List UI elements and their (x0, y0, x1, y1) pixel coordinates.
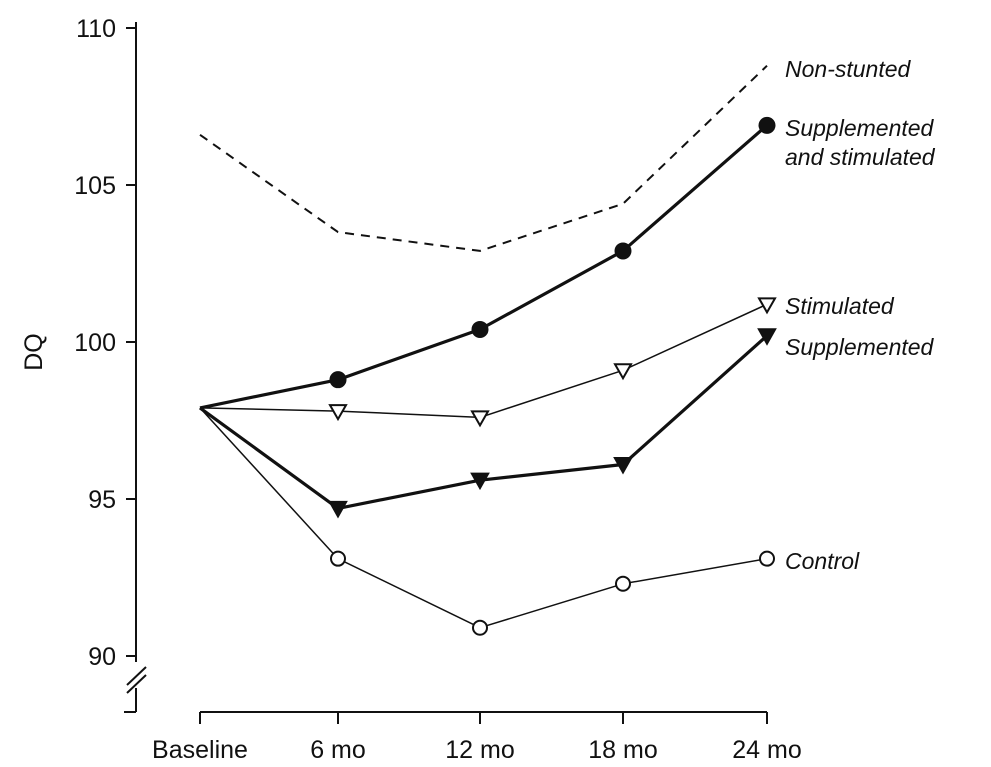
series-label-line: Supplemented (785, 334, 935, 360)
series-label: Supplemented and stimulated (785, 115, 936, 170)
data-point-open-triangle (613, 363, 633, 381)
series-line (199, 407, 768, 629)
y-tick-label: 95 (88, 486, 116, 514)
series-line (199, 64, 768, 252)
series-label: Supplemented (785, 334, 935, 360)
data-point-open-circle (615, 575, 631, 592)
y-tick-label: 110 (76, 15, 116, 43)
y-axis-break-mark (126, 674, 147, 694)
x-tick-label: 24 mo (732, 736, 801, 764)
series-label-line: Non-stunted (785, 56, 912, 82)
series-label-line: Stimulated (785, 293, 895, 319)
series-label: Non-stunted (785, 56, 912, 82)
series-control: Control (199, 407, 860, 636)
data-point-filled-circle (471, 320, 489, 338)
data-point-filled-triangle (470, 472, 490, 491)
series-stimulated: Stimulated (199, 293, 895, 428)
series-line (199, 303, 768, 419)
series-line (199, 124, 769, 410)
series-non-stunted: Non-stunted (199, 56, 912, 252)
x-axis: Baseline 6 mo 12 mo 18 mo 24 mo (152, 711, 802, 764)
y-axis-title: DQ (20, 333, 48, 371)
plot-area: Non-stunted Supplemented and stimulated Sti… (199, 56, 936, 636)
series-label: Control (785, 548, 860, 574)
data-point-filled-circle (614, 242, 632, 260)
data-point-open-circle (759, 550, 775, 567)
series-label: Stimulated (785, 293, 895, 319)
data-point-open-triangle (757, 297, 777, 315)
x-tick-label: Baseline (152, 736, 248, 764)
x-tick-label: 6 mo (310, 736, 366, 764)
y-tick-label: 105 (74, 172, 116, 200)
y-axis: 90 95 100 105 110 (74, 15, 147, 713)
series-label-line: Control (785, 548, 860, 574)
series-label-line: Supplemented (785, 115, 935, 141)
series-supplemented-and-stimulated: Supplemented and stimulated (199, 115, 936, 410)
series-supplemented: Supplemented (199, 328, 935, 519)
y-tick-label: 90 (88, 643, 116, 671)
x-tick-label: 18 mo (588, 736, 657, 764)
y-tick-label: 100 (74, 329, 116, 357)
data-point-open-circle (330, 550, 346, 567)
data-point-filled-triangle (328, 500, 348, 519)
data-point-filled-circle (758, 116, 776, 134)
x-tick-label: 12 mo (445, 736, 514, 764)
data-point-filled-circle (329, 371, 347, 389)
data-point-open-triangle (470, 410, 490, 428)
series-label-line: and stimulated (785, 144, 936, 170)
y-axis-break-mark (126, 666, 147, 686)
data-point-open-circle (472, 619, 488, 636)
data-point-filled-triangle (757, 328, 777, 346)
data-point-open-triangle (328, 404, 348, 422)
data-point-filled-triangle (613, 456, 633, 475)
